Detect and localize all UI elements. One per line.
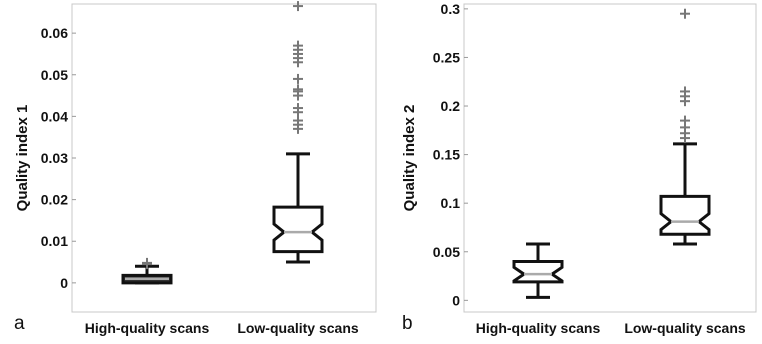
panel-label: a: [14, 313, 25, 334]
outlier-point: [142, 257, 152, 268]
y-axis-label: Quality index 2: [401, 105, 418, 212]
box-low-quality: [272, 1, 324, 264]
y-tick-label: 0.1: [441, 195, 461, 211]
category-label: High-quality scans: [476, 320, 601, 336]
y-tick-label: 0.2: [441, 98, 461, 114]
outlier-point: [293, 103, 303, 114]
y-tick-label: 0.25: [433, 49, 460, 65]
category-label: Low-quality scans: [237, 320, 359, 336]
box-body: [659, 194, 711, 236]
y-tick-label: 0.05: [41, 67, 68, 83]
y-tick-label: 0.03: [41, 150, 68, 166]
y-tick-label: 0.15: [433, 147, 460, 163]
y-tick-label: 0: [60, 275, 68, 291]
panel-label: b: [402, 313, 413, 334]
category-label: High-quality scans: [85, 320, 210, 336]
y-tick-label: 0.01: [41, 233, 68, 249]
category-label: Low-quality scans: [624, 320, 746, 336]
y-tick-label: 0: [452, 292, 460, 308]
chart-panel-b: 0 0.05 0.1 0.15 0.2 0.25 0.3 Quality index 2 Hig…: [401, 1, 757, 336]
box-high-quality: [512, 242, 564, 299]
outlier-point: [680, 8, 690, 19]
plot-frame: [463, 3, 757, 313]
y-tick-label: 0.05: [433, 244, 460, 260]
y-axis-label: Quality index 1: [14, 105, 31, 212]
outlier-point: [680, 115, 690, 126]
outlier-point: [293, 73, 303, 84]
chart-panel-a: 0 0.01 0.02 0.03 0.04 0.05 0.06 Quality index 1…: [14, 1, 377, 336]
box-body: [272, 205, 324, 254]
box-high-quality: [121, 257, 173, 285]
plot-frame: [71, 3, 377, 313]
y-tick-label: 0.06: [41, 25, 68, 41]
y-tick-label: 0.3: [441, 1, 461, 17]
box-low-quality: [659, 8, 711, 246]
outlier-point: [293, 40, 303, 51]
outlier-point: [293, 84, 303, 95]
y-tick-label: 0.02: [41, 192, 68, 208]
box-body: [512, 259, 564, 284]
y-tick-label: 0.04: [41, 108, 68, 124]
outlier-point: [680, 86, 690, 97]
outlier-point: [293, 1, 303, 12]
